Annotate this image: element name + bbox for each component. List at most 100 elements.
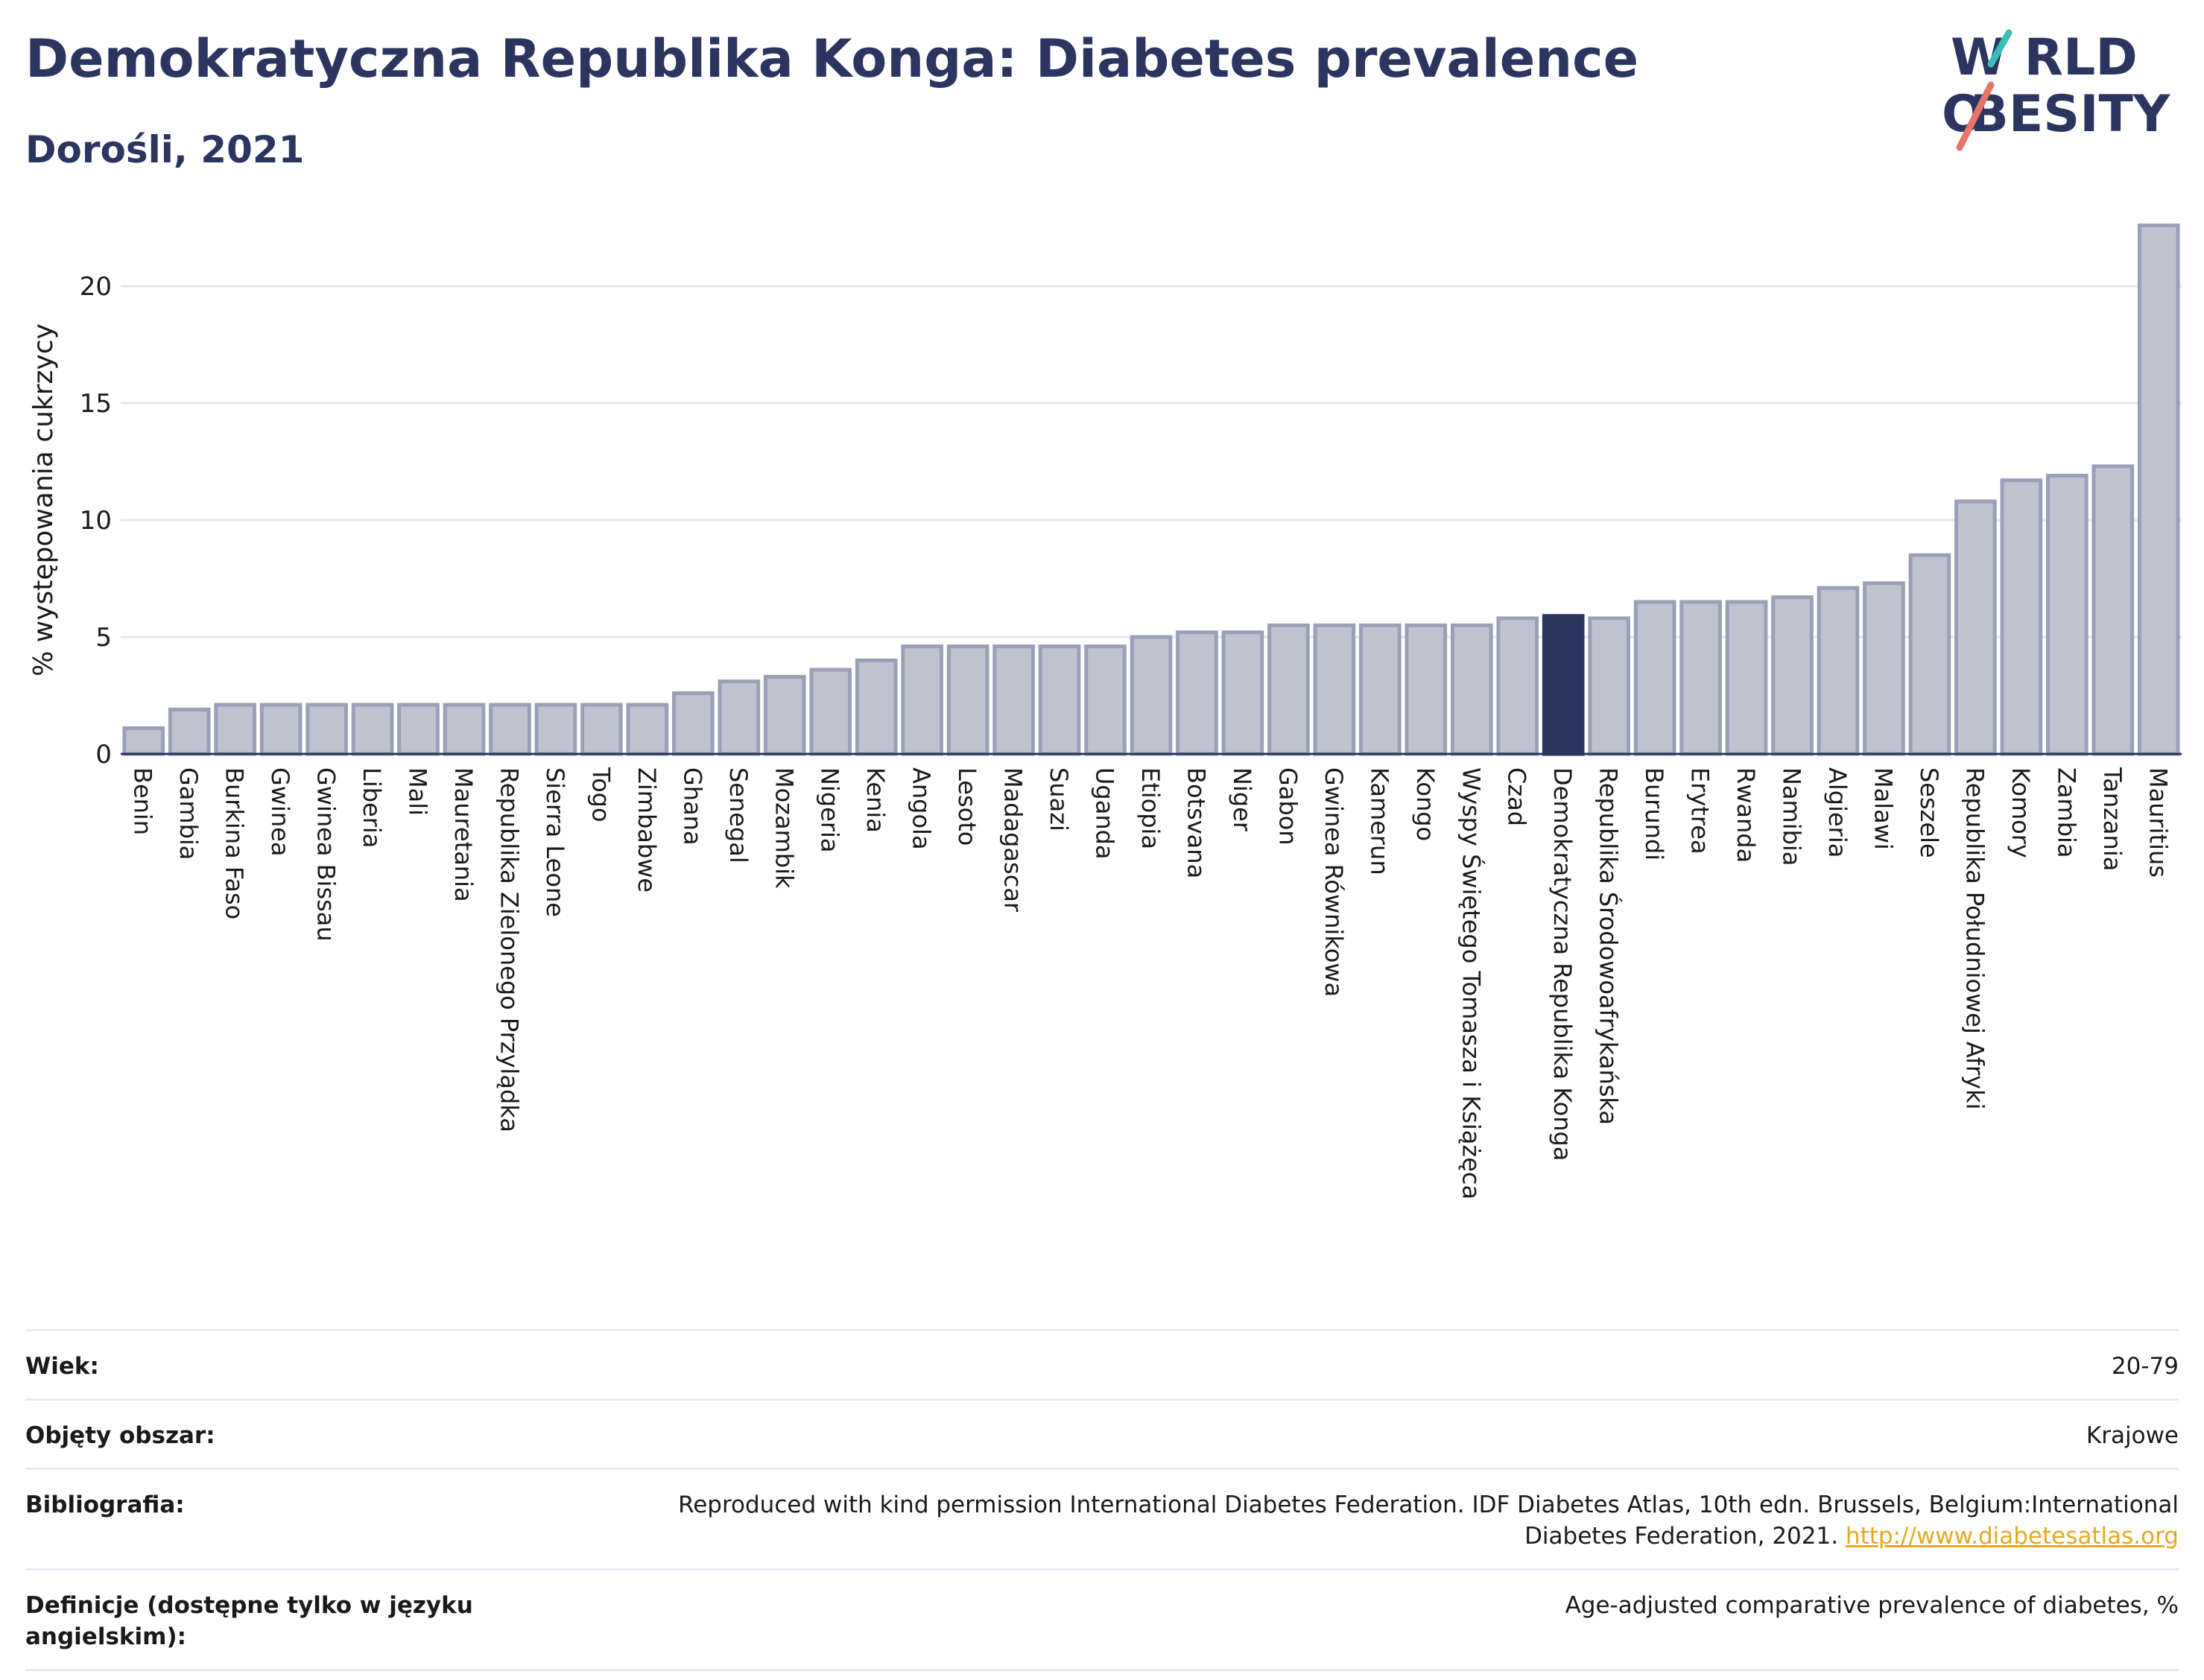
- x-tick-label: Kamerun: [1365, 767, 1393, 875]
- x-tick-label: Botsvana: [1182, 767, 1210, 878]
- bar-gabon: [1267, 623, 1310, 756]
- bar-erytrea: [1679, 600, 1722, 756]
- meta-value: Reproduced with kind permission Internat…: [584, 1489, 2179, 1552]
- bars: [122, 224, 2180, 756]
- bar-uganda: [1084, 644, 1127, 756]
- bar-suazi: [1038, 644, 1081, 756]
- y-tick-label: 5: [95, 623, 112, 653]
- x-tick-label: Gwinea Równikowa: [1320, 767, 1348, 997]
- bar-namibia: [1771, 595, 1814, 756]
- logo-line1: W RLD: [1951, 28, 2138, 87]
- y-axis-ticks: 0 5 10 15 20: [80, 272, 112, 770]
- bar-czad: [1496, 616, 1539, 756]
- bar-zambia: [2046, 473, 2089, 756]
- y-tick-label: 20: [80, 272, 112, 302]
- x-tick-label: Zimbabwe: [633, 767, 661, 893]
- bar-malawi: [1863, 581, 1905, 756]
- bar-nigeria: [809, 668, 852, 756]
- bar-angola: [901, 644, 943, 756]
- x-tick-label: Republika Zielonego Przylądka: [495, 767, 523, 1132]
- logo-slash-coral: [1956, 81, 1995, 151]
- bar-mauritius: [2137, 224, 2180, 756]
- bibliography-text: Reproduced with kind permission Internat…: [678, 1492, 2179, 1550]
- bar-gambia: [168, 707, 211, 756]
- x-tick-label: Gwinea Bissau: [312, 767, 341, 942]
- bar-liberia: [351, 703, 394, 756]
- bar-zimbabwe: [626, 703, 669, 756]
- meta-value: Krajowe: [2086, 1422, 2179, 1449]
- bar-burkina-faso: [214, 703, 256, 756]
- bar-lesoto: [946, 644, 989, 756]
- x-tick-label: Seszele: [1915, 767, 1943, 858]
- page-title: Demokratyczna Republika Konga: Diabetes …: [25, 28, 1639, 89]
- bar-gwinea: [259, 703, 303, 756]
- x-tick-label: Suazi: [1045, 767, 1073, 831]
- x-tick-label: Madagascar: [999, 767, 1027, 913]
- bar-togo: [580, 703, 623, 756]
- x-tick-label: Rwanda: [1732, 767, 1760, 863]
- bar-etiopia: [1130, 635, 1173, 756]
- meta-label: Objęty obszar:: [25, 1422, 215, 1449]
- x-tick-label: Gwinea: [266, 767, 294, 856]
- bar-seszele: [1908, 553, 1951, 756]
- bar-chart: 0 5 10 15 20 Benin Gambia Burkina Faso Gwinea Gw…: [28, 224, 2182, 1199]
- bibliography-link[interactable]: http://www.diabetesatlas.org: [1845, 1523, 2179, 1550]
- x-tick-label: Lesoto: [953, 767, 981, 846]
- meta-row-age: Wiek: 20-79: [25, 1329, 2179, 1398]
- x-tick-label: Mauritius: [2144, 767, 2172, 878]
- world-obesity-logo: W RLD BESITY O: [1942, 28, 2170, 151]
- x-tick-label: Republika Południowej Afryki: [1960, 767, 1989, 1110]
- x-tick-label: Republika Środowoafrykańska: [1595, 767, 1624, 1125]
- x-tick-label: Ghana: [678, 767, 706, 846]
- bar-republika-południowej-afryki: [1954, 499, 1997, 756]
- bar-mauretania: [443, 703, 486, 756]
- x-tick-label: Gabon: [1273, 767, 1302, 846]
- x-tick-label: Togo: [586, 767, 615, 822]
- x-tick-label: Etiopia: [1136, 767, 1165, 849]
- x-tick-label: Czad: [1503, 767, 1531, 826]
- bar-mozambik: [763, 674, 806, 756]
- x-tick-label: Demokratyczna Republika Konga: [1548, 767, 1577, 1161]
- page-subtitle: Dorośli, 2021: [25, 128, 305, 171]
- meta-label: Definicje (dostępne tylko w języku angie…: [25, 1592, 473, 1650]
- bar-republika-środowoafrykańska: [1588, 616, 1630, 756]
- bar-gwinea-bissau: [305, 703, 348, 756]
- x-tick-label: Zambia: [2052, 767, 2080, 858]
- bar-rwanda: [1725, 600, 1768, 756]
- bar-komory: [2000, 478, 2043, 756]
- x-tick-label: Mauretania: [449, 767, 478, 902]
- bar-burundi: [1633, 600, 1676, 756]
- meta-value: 20-79: [2111, 1353, 2179, 1380]
- x-tick-label: Gambia: [174, 767, 203, 860]
- bar-botsvana: [1176, 630, 1218, 756]
- bar-senegal: [718, 679, 761, 756]
- x-tick-label: Kongo: [1411, 767, 1440, 841]
- meta-label: Bibliografia:: [25, 1492, 185, 1518]
- x-tick-label: Benin: [129, 767, 157, 835]
- x-tick-label: Burundi: [1640, 767, 1668, 860]
- x-tick-label: Mozambik: [770, 767, 798, 889]
- bar-benin: [122, 726, 165, 756]
- x-axis-labels: Benin Gambia Burkina Faso Gwinea Gwinea Biss…: [129, 767, 2173, 1199]
- meta-row-area: Objęty obszar: Krajowe: [25, 1398, 2179, 1468]
- metadata-table: Wiek: 20-79 Objęty obszar: Krajowe Bibli…: [25, 1329, 2179, 1671]
- bar-algieria: [1817, 586, 1860, 756]
- bar-demokratyczna-republika-konga: [1542, 614, 1585, 756]
- x-tick-label: Senegal: [724, 767, 753, 863]
- x-tick-label: Algieria: [1823, 767, 1852, 858]
- bar-gwinea-równikowa: [1313, 623, 1356, 756]
- x-tick-label: Erytrea: [1686, 767, 1714, 855]
- x-tick-label: Angola: [908, 767, 936, 850]
- logo-line2: BESITY: [1970, 85, 2170, 144]
- x-tick-label: Nigeria: [816, 767, 844, 852]
- meta-label: Wiek:: [25, 1353, 99, 1380]
- x-tick-label: Liberia: [358, 767, 386, 848]
- meta-row-bibliography: Bibliografia: Reproduced with kind permi…: [25, 1468, 2179, 1568]
- x-tick-label: Sierra Leone: [541, 767, 569, 917]
- x-tick-label: Kenia: [861, 767, 890, 833]
- y-axis-label: % występowania cukrzycy: [28, 323, 59, 676]
- x-tick-label: Mali: [404, 767, 432, 816]
- bar-madagascar: [992, 644, 1035, 756]
- y-tick-label: 15: [80, 389, 112, 419]
- bar-tanzania: [2091, 464, 2135, 756]
